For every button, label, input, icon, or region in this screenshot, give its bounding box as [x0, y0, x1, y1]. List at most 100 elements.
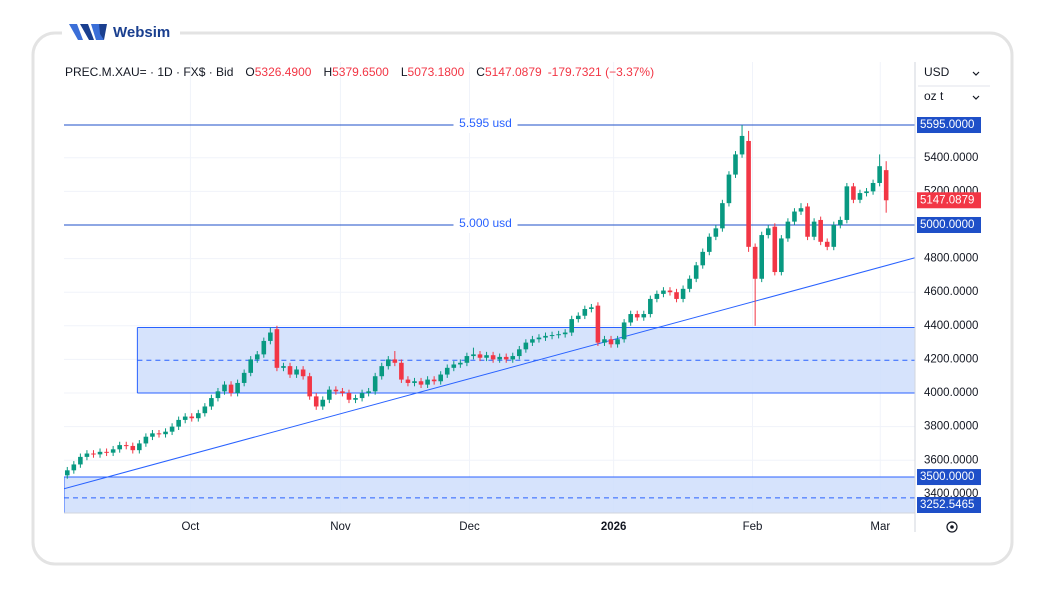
- candle-body: [156, 433, 162, 435]
- candle-body: [458, 362, 463, 365]
- candle-body: [91, 453, 96, 455]
- zone-axis-label: 3500.0000: [920, 471, 974, 483]
- candle-body: [621, 322, 627, 340]
- candle-body: [811, 221, 817, 237]
- candle-body: [196, 413, 201, 419]
- candle-body: [765, 228, 771, 236]
- candle-body: [287, 366, 293, 375]
- candle-body: [733, 154, 738, 175]
- currency-dropdown[interactable]: [972, 71, 980, 76]
- legend-key: PREC.M.XAU= · 1D · FX$ · Bid: [65, 65, 233, 79]
- x-tick-label: 2026: [601, 521, 627, 533]
- price-line-label-bg: [453, 216, 518, 233]
- candle-body: [687, 278, 692, 289]
- x-tick-label: Mar: [870, 521, 890, 533]
- candle-body: [824, 241, 830, 247]
- candle-body: [575, 315, 581, 320]
- candle-body: [281, 366, 286, 368]
- candle-body: [615, 339, 620, 345]
- candle-body: [661, 290, 666, 294]
- candle-body: [706, 236, 712, 252]
- candle-body: [425, 379, 430, 385]
- candle-body: [713, 228, 719, 237]
- y-tick-label: 3600.0000: [924, 454, 978, 466]
- candle-body: [517, 349, 522, 357]
- legend-value: 5326.4900: [255, 65, 312, 79]
- legend-value: 5147.0879: [485, 65, 542, 79]
- candle-body: [870, 182, 876, 192]
- legend: PREC.M.XAU= · 1D · FX$ · Bid O5326.4900 H5…: [65, 65, 654, 79]
- y-tick-label: 4800.0000: [924, 253, 978, 265]
- candle-body: [792, 211, 797, 222]
- price-axis-label: 5595.0000: [920, 119, 974, 131]
- y-tick-label: 5400.0000: [924, 152, 978, 164]
- candle-body: [431, 379, 437, 382]
- candle-body: [798, 208, 804, 212]
- candle-body: [857, 193, 863, 200]
- candle-body: [182, 416, 188, 420]
- candle-body: [241, 372, 247, 383]
- unit[interactable]: oz t: [924, 89, 944, 103]
- y-tick-label: 4400.0000: [924, 320, 978, 332]
- candle-body: [844, 186, 850, 220]
- candle-body: [235, 382, 240, 394]
- candle-body: [569, 319, 575, 333]
- candle-body: [752, 246, 758, 279]
- candle-body: [589, 307, 594, 310]
- candle-body: [641, 314, 647, 318]
- candle-body: [838, 219, 843, 225]
- legend-value: 5379.6500: [332, 65, 389, 79]
- candle-body: [215, 391, 221, 399]
- candle-body: [123, 445, 129, 447]
- candle-body: [471, 354, 476, 357]
- candle-body: [412, 381, 417, 383]
- candle-body: [97, 451, 103, 455]
- candle-body: [785, 221, 791, 239]
- currency[interactable]: USD: [924, 65, 950, 79]
- candle-body: [759, 235, 764, 279]
- candle-body: [248, 359, 254, 373]
- candle-body: [189, 416, 195, 419]
- x-tick-label: Dec: [459, 521, 480, 533]
- candle-body: [779, 238, 784, 273]
- candle-body: [490, 355, 496, 360]
- x-tick-label: Nov: [330, 521, 351, 533]
- x-tick-label: Feb: [743, 521, 763, 533]
- candle-body: [274, 329, 280, 368]
- plot-area: 5.595 usd 5.000 usd: [64, 62, 915, 513]
- candle-body: [582, 309, 588, 316]
- price-axis-label: 5000.0000: [920, 219, 974, 231]
- candle-body: [110, 449, 116, 453]
- candle-body: [674, 292, 679, 299]
- candle-body: [549, 335, 555, 337]
- candle-body: [353, 398, 358, 400]
- candle-body: [451, 364, 457, 368]
- candle-body: [222, 384, 227, 392]
- candle-body: [536, 337, 542, 340]
- candle-body: [143, 436, 149, 444]
- candle-body: [150, 433, 155, 437]
- price-axis-label-bg: [917, 216, 981, 233]
- candle-body: [648, 298, 653, 315]
- candle-body: [385, 359, 391, 367]
- price-line-label: 5.000 usd: [459, 216, 512, 230]
- candle-body: [739, 135, 745, 155]
- candle-body: [379, 366, 385, 377]
- y-tick-label: 4600.0000: [924, 286, 978, 298]
- candle-body: [261, 340, 267, 355]
- candle-body: [418, 381, 424, 385]
- unit-dropdown[interactable]: [972, 95, 980, 100]
- settings-button[interactable]: [946, 521, 958, 533]
- candle-body: [438, 374, 443, 382]
- candle-body: [510, 356, 516, 360]
- candle-body: [608, 339, 614, 345]
- candle-body: [346, 393, 352, 400]
- price-line-label: 5.595 usd: [459, 116, 512, 130]
- candle-body: [399, 362, 404, 380]
- candle-body: [523, 342, 529, 350]
- candle-body: [320, 399, 326, 407]
- candle-body: [693, 265, 699, 279]
- candle-body: [300, 369, 306, 377]
